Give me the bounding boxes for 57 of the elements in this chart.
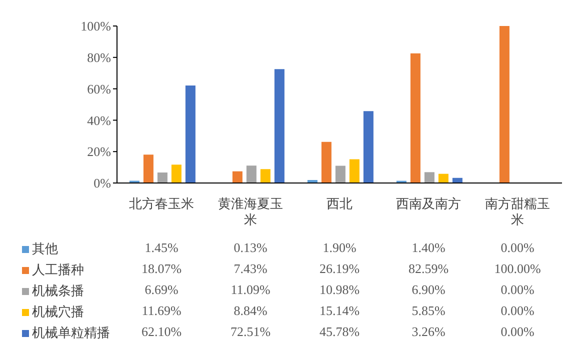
data-label: 1.45% [144,240,180,256]
data-label: 45.78% [318,324,361,340]
data-label: 100.00% [493,261,542,277]
x-tick-label: 西南及南方 [396,196,461,212]
data-label: 15.14% [318,303,361,319]
legend-label: 人工播种 [32,262,84,279]
data-label: 7.43% [232,261,268,277]
y-tick-label: 80% [87,50,112,66]
data-label: 11.69% [140,303,182,319]
data-label: 5.85% [410,303,446,319]
y-tick-label: 20% [87,144,112,160]
bar [335,166,346,183]
bar [157,172,168,183]
data-label: 0.00% [500,240,536,256]
data-label: 72.51% [229,324,272,340]
x-tick-label: 北方春玉米 [129,196,194,212]
data-label: 26.19% [318,261,361,277]
data-label: 8.84% [232,303,268,319]
x-tick-label: 西北 [326,197,352,212]
bar [260,169,270,183]
bar [185,86,196,183]
bar [171,164,182,183]
legend-label: 其他 [32,241,58,258]
y-tick-label: 60% [87,81,112,96]
bar [321,142,332,183]
x-tick-label: 黄淮海夏玉米 [218,197,283,228]
legend-label: 机械单粒精播 [32,325,110,342]
bar [438,174,448,183]
legend-label: 机械条播 [32,283,84,300]
bar [274,69,284,183]
data-label: 0.13% [232,240,268,256]
data-label: 6.69% [144,282,180,298]
data-label: 1.90% [322,240,358,256]
y-tick-label: 0% [94,176,112,191]
data-label: 18.07% [140,261,183,277]
data-label: 6.90% [410,282,446,298]
data-label: 11.09% [230,282,272,298]
bar [349,159,360,183]
y-tick-label: 40% [87,112,112,128]
bar [424,172,434,183]
legend-label: 机械穴播 [32,304,84,321]
data-label: 82.59% [407,261,450,277]
data-label: 1.40% [410,240,446,256]
bar [143,154,154,183]
data-label: 10.98% [318,282,361,298]
bar [232,171,242,183]
y-tick-label: 100% [80,18,112,34]
bar [363,111,374,183]
bar [499,26,510,183]
data-label: 3.26% [410,324,446,340]
x-tick-label: 南方甜糯玉米 [485,196,550,228]
data-label: 62.10% [140,324,183,340]
data-label: 0.00% [500,303,536,319]
data-label: 0.00% [500,324,536,340]
bar [410,53,420,183]
bar [246,166,256,183]
data-label: 0.00% [500,282,536,298]
